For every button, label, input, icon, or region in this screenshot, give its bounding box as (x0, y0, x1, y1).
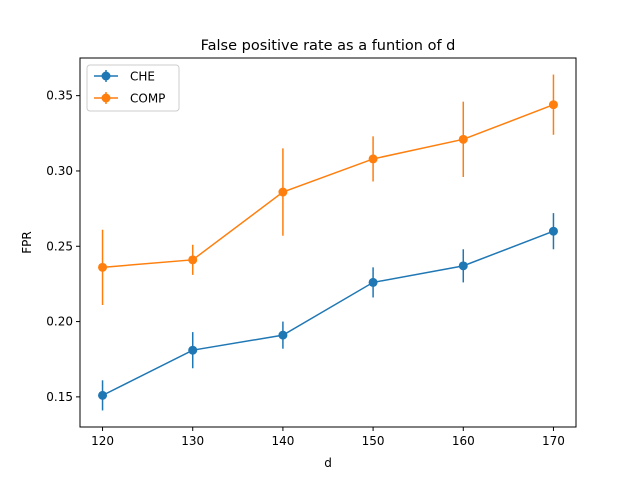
axis-ticks: 120 130 140 150 160 170 0.15 0.20 0.25 0.30 0.35 (46, 89, 565, 448)
x-tick-label: 150 (362, 434, 385, 448)
legend-label-che: CHE (130, 70, 155, 84)
series-comp (98, 74, 558, 306)
y-tick-label: 0.20 (46, 315, 73, 329)
data-point (458, 261, 468, 271)
y-tick-label: 0.35 (46, 89, 73, 103)
y-axis-label: FPR (20, 231, 34, 253)
data-point (458, 134, 468, 144)
data-point (278, 187, 288, 197)
series-line (102, 103, 554, 269)
plot-frame (79, 57, 577, 428)
x-tick-label: 140 (271, 434, 294, 448)
data-point (368, 277, 378, 287)
data-point (98, 262, 108, 272)
y-tick-label: 0.25 (46, 239, 73, 253)
data-point (278, 330, 288, 340)
x-tick-label: 160 (452, 434, 475, 448)
legend-marker (101, 71, 111, 81)
series-line (102, 230, 554, 397)
legend-marker (101, 93, 111, 103)
data-point (548, 100, 558, 110)
series-che (98, 213, 558, 411)
y-tick-label: 0.15 (46, 390, 73, 404)
x-tick-label: 130 (181, 434, 204, 448)
chart-title: False positive rate as a funtion of d (201, 38, 456, 54)
legend: CHE COMP (86, 64, 180, 112)
legend-label-comp: COMP (130, 92, 165, 106)
data-point (188, 345, 198, 355)
data-point (188, 255, 198, 265)
data-point (368, 154, 378, 164)
data-point (548, 226, 558, 236)
x-axis-label: d (324, 456, 332, 470)
x-tick-label: 170 (542, 434, 565, 448)
x-tick-label: 120 (91, 434, 114, 448)
series-group (98, 74, 558, 411)
y-tick-label: 0.30 (46, 164, 73, 178)
data-point (98, 390, 108, 400)
